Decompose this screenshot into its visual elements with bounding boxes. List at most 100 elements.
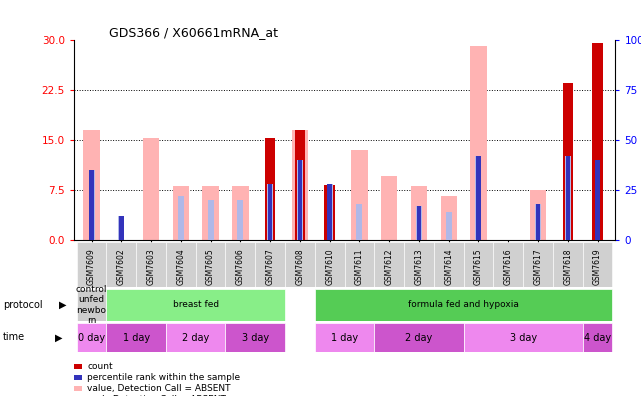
Bar	[476, 156, 481, 240]
Text: GSM7607: GSM7607	[265, 248, 274, 285]
Bar	[166, 323, 226, 352]
Text: GSM7609: GSM7609	[87, 248, 96, 285]
Text: ▶: ▶	[54, 332, 62, 343]
Bar	[434, 242, 463, 287]
Text: time: time	[3, 332, 26, 343]
Text: GSM7605: GSM7605	[206, 248, 215, 285]
Text: GSM7616: GSM7616	[504, 248, 513, 285]
Text: rank, Detection Call = ABSENT: rank, Detection Call = ABSENT	[87, 395, 226, 396]
Text: formula fed and hypoxia: formula fed and hypoxia	[408, 301, 519, 309]
Bar	[143, 138, 159, 240]
Text: count: count	[87, 362, 113, 371]
Text: GSM7612: GSM7612	[385, 248, 394, 285]
Bar	[411, 186, 427, 240]
Bar	[208, 200, 213, 240]
Bar	[83, 129, 100, 240]
Bar	[494, 242, 523, 287]
Text: GSM7606: GSM7606	[236, 248, 245, 285]
Bar	[77, 289, 106, 321]
Bar	[315, 242, 345, 287]
Bar	[553, 242, 583, 287]
Bar	[404, 242, 434, 287]
Text: GSM7619: GSM7619	[593, 248, 602, 285]
Bar	[345, 242, 374, 287]
Text: 3 day: 3 day	[242, 333, 269, 343]
Bar	[315, 323, 374, 352]
Text: 2 day: 2 day	[182, 333, 210, 343]
Text: GSM7617: GSM7617	[533, 248, 542, 285]
Text: 1 day: 1 day	[122, 333, 150, 343]
Text: GSM7604: GSM7604	[176, 248, 185, 285]
Text: GSM7618: GSM7618	[563, 248, 572, 285]
Bar	[536, 204, 540, 240]
Bar	[232, 186, 249, 240]
Bar	[268, 184, 272, 240]
Bar	[178, 196, 184, 240]
Bar	[351, 150, 367, 240]
Text: 1 day: 1 day	[331, 333, 358, 343]
Bar	[196, 242, 226, 287]
Bar	[88, 169, 95, 240]
Text: GSM7611: GSM7611	[355, 248, 364, 285]
Bar	[523, 242, 553, 287]
Bar	[136, 242, 166, 287]
Bar	[565, 156, 570, 240]
Bar	[470, 46, 487, 240]
Bar	[295, 129, 305, 240]
Text: control
unfed
newbo
rn: control unfed newbo rn	[76, 285, 107, 325]
Bar	[445, 211, 452, 240]
Bar	[297, 160, 302, 240]
Text: GSM7615: GSM7615	[474, 248, 483, 285]
Text: GSM7602: GSM7602	[117, 248, 126, 285]
Bar	[106, 323, 166, 352]
Bar	[119, 215, 124, 240]
Text: GSM7614: GSM7614	[444, 248, 453, 285]
Bar	[356, 204, 362, 240]
Bar	[530, 190, 546, 240]
Text: GSM7603: GSM7603	[147, 248, 156, 285]
Text: GDS366 / X60661mRNA_at: GDS366 / X60661mRNA_at	[109, 26, 278, 39]
Bar	[463, 323, 583, 352]
Bar	[226, 242, 255, 287]
Bar	[203, 186, 219, 240]
Bar	[267, 184, 273, 240]
Bar	[237, 200, 244, 240]
Bar	[328, 184, 332, 240]
Bar	[106, 242, 136, 287]
Bar	[583, 323, 612, 352]
Text: ▶: ▶	[59, 300, 67, 310]
Bar	[226, 323, 285, 352]
Text: value, Detection Call = ABSENT: value, Detection Call = ABSENT	[87, 384, 231, 393]
Bar	[77, 323, 106, 352]
Text: GSM7608: GSM7608	[296, 248, 304, 285]
Bar	[374, 242, 404, 287]
Bar	[595, 160, 600, 240]
Bar	[463, 242, 494, 287]
Text: GSM7613: GSM7613	[415, 248, 424, 285]
Bar	[265, 137, 276, 240]
Bar	[315, 289, 612, 321]
Text: 2 day: 2 day	[405, 333, 433, 343]
Bar	[297, 160, 303, 240]
Bar	[324, 185, 335, 240]
Bar	[563, 83, 573, 240]
Bar	[535, 204, 541, 240]
Bar	[327, 184, 333, 240]
Text: 0 day: 0 day	[78, 333, 105, 343]
Bar	[476, 156, 481, 240]
Bar	[172, 186, 189, 240]
Text: protocol: protocol	[3, 300, 43, 310]
Text: 4 day: 4 day	[584, 333, 611, 343]
Text: breast fed: breast fed	[172, 301, 219, 309]
Bar	[119, 215, 124, 240]
Bar	[594, 160, 601, 240]
Bar	[417, 206, 421, 240]
Bar	[285, 242, 315, 287]
Bar	[374, 323, 463, 352]
Text: GSM7610: GSM7610	[325, 248, 334, 285]
Text: percentile rank within the sample: percentile rank within the sample	[87, 373, 240, 382]
Bar	[381, 176, 397, 240]
Bar	[89, 169, 94, 240]
Text: 3 day: 3 day	[510, 333, 537, 343]
Bar	[292, 129, 308, 240]
